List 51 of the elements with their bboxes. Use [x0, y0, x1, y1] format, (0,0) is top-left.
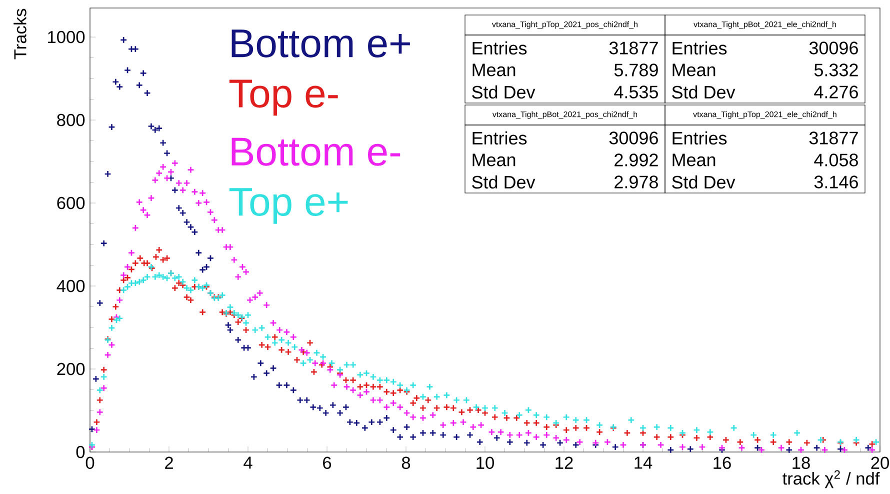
annotation: Entries	[672, 41, 727, 55]
annotation: Std Dev	[472, 175, 536, 189]
annotation: vtxana_Tight_pTop_2021_ele_chi2ndf_h	[693, 111, 836, 119]
x-tick-label: 18	[792, 456, 810, 469]
y-tick-label: 400	[56, 280, 85, 292]
series-label: Bottom e-	[232, 138, 400, 166]
x-tick-label: 0	[86, 456, 94, 469]
annotation: Std Dev	[472, 85, 536, 99]
annotation: 5.789	[614, 64, 658, 76]
x-tick-label: 12	[556, 456, 573, 469]
annotation: Std Dev	[672, 175, 736, 189]
annotation: 2.992	[614, 154, 658, 166]
annotation: Mean	[672, 64, 716, 76]
text: Bottom e+	[232, 30, 410, 58]
annotation: vtxana_Tight_pBot_2021_pos_chi2ndf_h	[492, 111, 638, 119]
annotation: Entries	[472, 131, 527, 145]
annotation: Entries	[472, 41, 527, 55]
annotation: Entries	[672, 131, 727, 145]
annotation: 30096	[809, 42, 858, 54]
annotation: 30096	[609, 132, 658, 144]
annotation: 4.058	[814, 154, 858, 166]
x-tick-label: 16	[714, 456, 731, 469]
x-tick-label: 6	[323, 456, 332, 469]
annotation: 31877	[809, 132, 858, 144]
y-tick-label: 0	[76, 446, 85, 458]
x-axis-title: track χ$^{2}$ / ndf	[782, 470, 880, 488]
y-tick-label: 600	[57, 196, 85, 210]
y-axis-title: Tracks	[14, 8, 26, 60]
annotation: 4.276	[814, 86, 858, 98]
x-tick-label: 14	[634, 456, 652, 469]
annotation: Mean	[472, 154, 516, 166]
x-tick-label: 8	[402, 456, 410, 469]
x-tick-label: 4	[244, 456, 252, 469]
annotation: Mean	[672, 154, 716, 166]
y-tick-label: 1000	[48, 30, 85, 44]
annotation: 4.535	[614, 86, 658, 98]
text: Top e-	[229, 80, 338, 116]
annotation: 3.146	[814, 176, 858, 188]
x-tick-label: 2	[165, 456, 173, 469]
annotation: 31877	[609, 42, 658, 54]
annotation: Mean	[472, 64, 516, 76]
x-tick-label: 10	[476, 456, 494, 469]
annotation: vtxana_Tight_pBot_2021_ele_chi2ndf_h	[694, 21, 836, 29]
y-tick-label: 800	[57, 114, 85, 126]
annotation: vtxana_Tight_pTop_2021_pos_chi2ndf_h	[492, 21, 638, 29]
x-tick-label: 20	[871, 456, 889, 469]
annotation: 5.332	[814, 64, 858, 76]
series-label: Top e+	[229, 188, 348, 224]
y-tick-label: 200	[57, 362, 85, 376]
annotation: Std Dev	[672, 85, 736, 99]
annotation: 2.978	[614, 176, 658, 188]
